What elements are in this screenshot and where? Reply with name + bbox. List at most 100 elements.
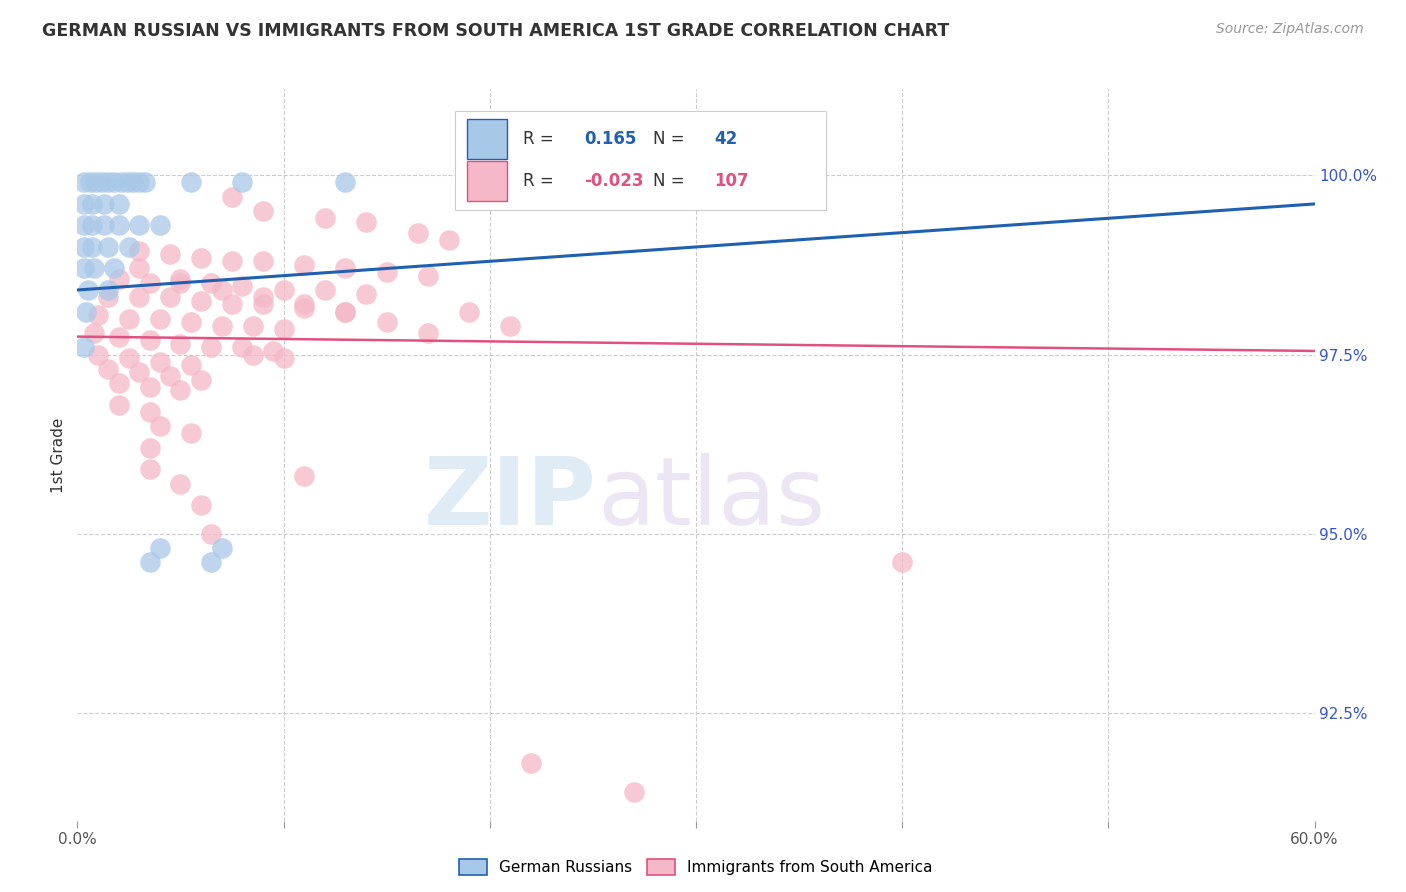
Point <box>180 426 202 441</box>
Text: Source: ZipAtlas.com: Source: ZipAtlas.com <box>1216 22 1364 37</box>
Point <box>107 219 129 233</box>
Point <box>128 290 150 304</box>
Point <box>458 304 481 318</box>
Point <box>118 240 141 254</box>
Point <box>83 261 105 276</box>
Point <box>335 176 357 190</box>
Point <box>138 441 160 455</box>
Point <box>97 283 120 297</box>
Point <box>190 251 212 265</box>
Point <box>891 556 914 570</box>
Point <box>273 283 295 297</box>
Point <box>416 326 439 340</box>
Point <box>335 261 357 276</box>
Point <box>262 343 284 358</box>
Point <box>169 384 191 398</box>
Point <box>242 318 264 333</box>
FancyBboxPatch shape <box>467 119 506 159</box>
Point <box>252 297 274 311</box>
Point <box>499 318 522 333</box>
Point <box>110 176 132 190</box>
Point <box>149 419 172 434</box>
Point <box>190 293 212 308</box>
Point <box>623 785 645 799</box>
Point <box>149 219 172 233</box>
Text: ZIP: ZIP <box>425 453 598 545</box>
Point <box>138 405 160 419</box>
Point <box>314 211 336 226</box>
FancyBboxPatch shape <box>467 161 506 201</box>
Point <box>231 279 253 293</box>
Point <box>292 297 315 311</box>
Point <box>520 756 543 771</box>
Point <box>138 556 160 570</box>
Point <box>107 376 129 391</box>
Point <box>180 176 202 190</box>
Legend: German Russians, Immigrants from South America: German Russians, Immigrants from South A… <box>451 851 941 882</box>
Point <box>75 304 97 318</box>
Point <box>221 190 243 204</box>
Point <box>107 272 129 286</box>
Point <box>128 366 150 380</box>
Text: 107: 107 <box>714 171 749 190</box>
Point <box>91 176 114 190</box>
Point <box>292 469 315 483</box>
Point <box>84 176 107 190</box>
Point <box>211 318 233 333</box>
Text: -0.023: -0.023 <box>585 171 644 190</box>
Point <box>221 297 243 311</box>
Point <box>107 398 129 412</box>
Point <box>252 254 274 268</box>
Point <box>200 340 222 354</box>
Text: 42: 42 <box>714 130 738 148</box>
Point <box>72 219 94 233</box>
Point <box>335 304 357 318</box>
Text: N =: N = <box>652 171 689 190</box>
Point <box>221 254 243 268</box>
Point <box>416 268 439 283</box>
Point <box>97 362 120 376</box>
Point <box>375 265 398 279</box>
Point <box>252 290 274 304</box>
Point <box>80 240 103 254</box>
Point <box>97 290 120 304</box>
Point <box>211 541 233 556</box>
Point <box>118 311 141 326</box>
Point <box>252 204 274 219</box>
Y-axis label: 1st Grade: 1st Grade <box>51 417 66 492</box>
Point <box>115 176 138 190</box>
Point <box>97 240 120 254</box>
Point <box>138 276 160 290</box>
Point <box>72 240 94 254</box>
Point <box>149 311 172 326</box>
Point <box>200 526 222 541</box>
Point <box>87 308 110 322</box>
Text: atlas: atlas <box>598 453 825 545</box>
Point <box>169 276 191 290</box>
Point <box>190 373 212 387</box>
Point <box>128 219 150 233</box>
Point <box>103 261 125 276</box>
Point <box>149 354 172 368</box>
FancyBboxPatch shape <box>454 112 825 210</box>
Point <box>169 272 191 286</box>
Point <box>103 176 125 190</box>
Point <box>354 215 377 229</box>
Point <box>231 176 253 190</box>
Point <box>87 347 110 361</box>
Point <box>375 315 398 329</box>
Point <box>128 176 150 190</box>
Point <box>138 333 160 347</box>
Text: 0.165: 0.165 <box>585 130 637 148</box>
Point <box>314 283 336 297</box>
Point <box>80 197 103 211</box>
Point <box>273 351 295 365</box>
Text: R =: R = <box>523 130 558 148</box>
Point <box>159 290 181 304</box>
Point <box>76 283 98 297</box>
Point <box>437 233 460 247</box>
Point <box>83 326 105 340</box>
Point <box>169 336 191 351</box>
Point <box>72 176 94 190</box>
Point <box>118 351 141 365</box>
